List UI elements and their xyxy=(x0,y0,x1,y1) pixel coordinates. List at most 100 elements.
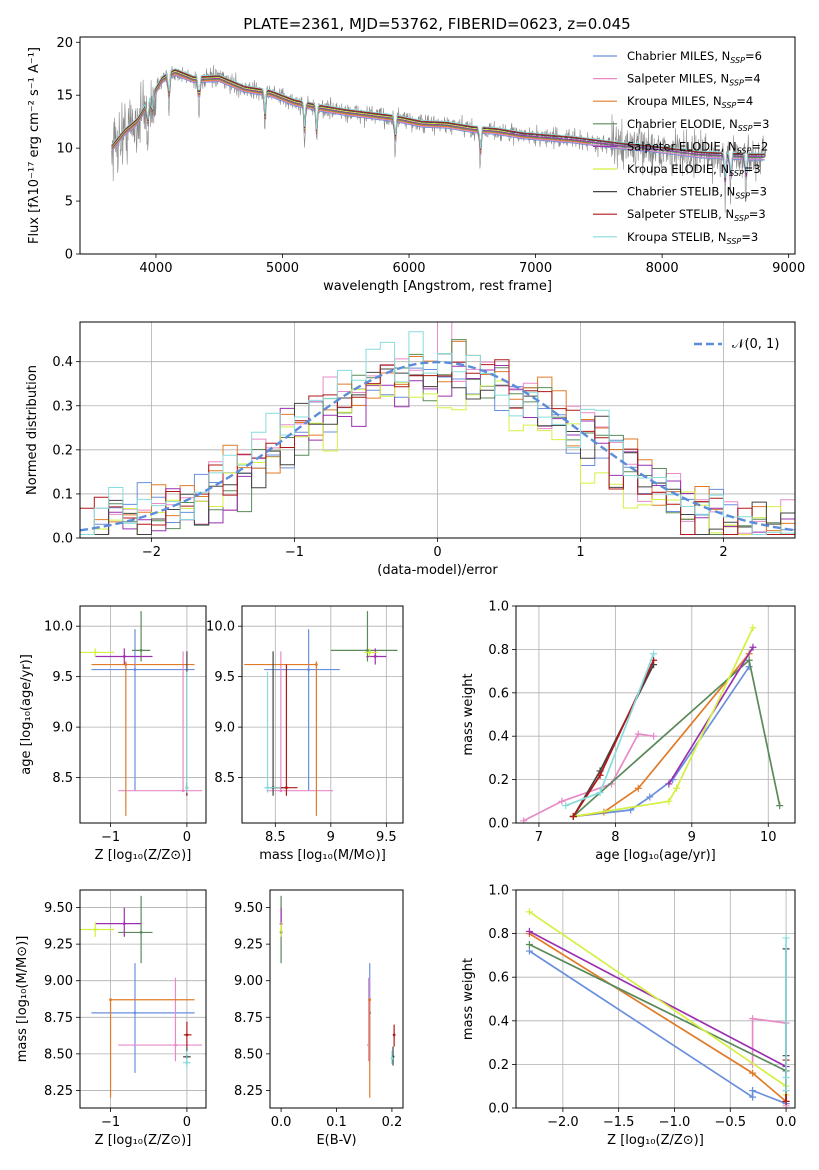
x-tick-label: 4000 xyxy=(139,261,172,276)
x-tick-label: −1 xyxy=(101,1115,120,1130)
y-tick-label: 9.5 xyxy=(214,670,235,685)
plus-marker xyxy=(749,643,757,651)
data-point xyxy=(368,998,372,1002)
plot-area xyxy=(80,611,203,816)
plus-marker xyxy=(749,1069,757,1077)
legend-entry-label: Chabrier STELIB, NSSP=3 xyxy=(627,185,767,201)
x-tick-label: −1 xyxy=(101,830,120,845)
y-tick-label: 0.6 xyxy=(488,686,509,701)
y-axis-label: Flux [fλ10⁻¹⁷ erg cm⁻² s⁻¹ A⁻¹] xyxy=(27,47,42,244)
gaussian-reference-line xyxy=(80,360,795,532)
x-tick-label: 0.1 xyxy=(326,1115,347,1130)
series-line xyxy=(528,950,787,1105)
data-point xyxy=(122,922,126,926)
x-tick-label: −1.0 xyxy=(659,1115,691,1130)
plus-marker xyxy=(634,784,642,792)
massweight-vs-metallicity-panel: −2.0 −1.5 −1.0 −0.5 0.0 0.0 0.2 0.4 0.6 0.8 1.0 Z [… xyxy=(461,884,796,1149)
model-spectrum-line xyxy=(111,72,765,183)
x-axis-label: wavelength [Angstrom, rest frame] xyxy=(323,279,552,294)
y-tick-label: 9.00 xyxy=(44,974,73,989)
y-tick-label: 8.50 xyxy=(234,1047,263,1062)
x-tick-label: 9 xyxy=(327,830,335,845)
y-tick-label: 8.50 xyxy=(44,1047,73,1062)
figure-title: PLATE=2361, MJD=53762, FIBERID=0623, z=0… xyxy=(243,15,630,33)
y-axis-label: mass weight xyxy=(461,673,476,755)
plus-marker xyxy=(525,941,533,948)
data-point xyxy=(373,655,377,658)
y-tick-label: 15 xyxy=(56,89,73,104)
plus-marker xyxy=(745,656,753,664)
legend-entry-label: Salpeter STELIB, NSSP=3 xyxy=(627,207,766,223)
model-spectrum-line xyxy=(111,73,591,154)
y-tick-label: 1.0 xyxy=(488,600,509,615)
plus-marker xyxy=(646,793,654,801)
age-vs-mass-panel: 8.5 9 9.5 8.5 9.0 9.5 10.0 mass [log₁₀(M/M⊙)] xyxy=(206,605,404,863)
data-point xyxy=(139,931,143,934)
plus-marker xyxy=(525,908,533,916)
x-axis-label: Z [log₁₀(Z/Z⊙)] xyxy=(607,1133,704,1148)
age-vs-metallicity-panel: −1 0 8.5 9.0 9.5 10.0 Z [log₁₀(Z/Z⊙)] age [log₁… xyxy=(19,605,207,863)
y-tick-label: 9.25 xyxy=(234,938,263,953)
plus-marker xyxy=(749,1093,757,1101)
plus-marker xyxy=(782,934,790,942)
data-point xyxy=(93,651,97,654)
x-tick-label: 8 xyxy=(611,830,619,845)
data-point xyxy=(139,649,143,652)
y-tick-label: 0.2 xyxy=(52,443,73,458)
series-line xyxy=(572,658,781,818)
y-tick-label: 9.25 xyxy=(44,938,73,953)
plus-marker xyxy=(525,947,533,955)
plot-area xyxy=(520,624,784,823)
y-tick-label: 10.0 xyxy=(44,620,73,635)
y-axis-label: age [log₁₀(age/yr)] xyxy=(19,654,34,775)
data-point xyxy=(109,998,112,1002)
plus-marker xyxy=(520,817,528,823)
plus-marker xyxy=(749,1087,757,1095)
plus-marker xyxy=(650,732,658,740)
x-tick-label: 6000 xyxy=(392,261,425,276)
plot-area xyxy=(80,895,203,1098)
y-tick-label: 0.1 xyxy=(52,487,73,502)
plot-area xyxy=(244,611,398,816)
plus-marker xyxy=(569,812,577,820)
plot-frame xyxy=(241,605,404,824)
y-axis-label: Normed distribution xyxy=(25,365,40,495)
y-tick-label: 10 xyxy=(56,142,73,157)
y-tick-label: 8.75 xyxy=(44,1011,73,1026)
data-point xyxy=(279,789,283,793)
data-point xyxy=(390,1056,394,1060)
plot-frame xyxy=(515,605,796,824)
mass-vs-metallicity-panel: −1 0 8.25 8.50 8.75 9.00 9.25 9.50 Z [log₁₀(Z/Z⊙… xyxy=(15,889,207,1148)
plus-marker xyxy=(782,1073,790,1081)
data-point xyxy=(314,663,318,666)
y-tick-label: 0.4 xyxy=(488,730,509,745)
plot-frame xyxy=(79,889,207,1109)
model-spectrum-line xyxy=(111,71,765,182)
plus-marker xyxy=(596,789,604,797)
data-point xyxy=(174,1043,177,1047)
legend-entry-label: Chabrier MILES, NSSP=6 xyxy=(627,49,762,65)
data-point xyxy=(307,668,311,671)
massweight-vs-age-panel: 7 8 9 10 0.0 0.2 0.4 0.6 0.8 1.0 age [log₁₀(age/yr… xyxy=(461,600,796,863)
plus-marker xyxy=(776,802,784,810)
plus-marker xyxy=(749,624,757,632)
y-tick-label: 0.6 xyxy=(488,971,509,986)
plot-frame xyxy=(269,889,404,1109)
x-tick-label: 10 xyxy=(760,830,777,845)
x-tick-label: 0 xyxy=(183,830,191,845)
data-point xyxy=(185,786,189,790)
data-point xyxy=(185,1061,189,1065)
x-tick-label: 0.0 xyxy=(776,1115,797,1130)
y-tick-label: 8.25 xyxy=(234,1084,263,1099)
plus-marker xyxy=(782,1097,790,1105)
plot-frame xyxy=(515,889,796,1109)
model-spectrum-line xyxy=(111,70,510,152)
x-axis-label: mass [log₁₀(M/M⊙)] xyxy=(259,848,386,863)
y-tick-label: 9.00 xyxy=(234,974,263,989)
x-tick-label: 8.5 xyxy=(265,830,286,845)
plot-frame xyxy=(79,605,207,824)
histogram-step-line xyxy=(80,380,795,535)
x-tick-label: 8000 xyxy=(646,261,679,276)
x-tick-label: 0 xyxy=(183,1115,191,1130)
plot-area xyxy=(279,895,396,1098)
